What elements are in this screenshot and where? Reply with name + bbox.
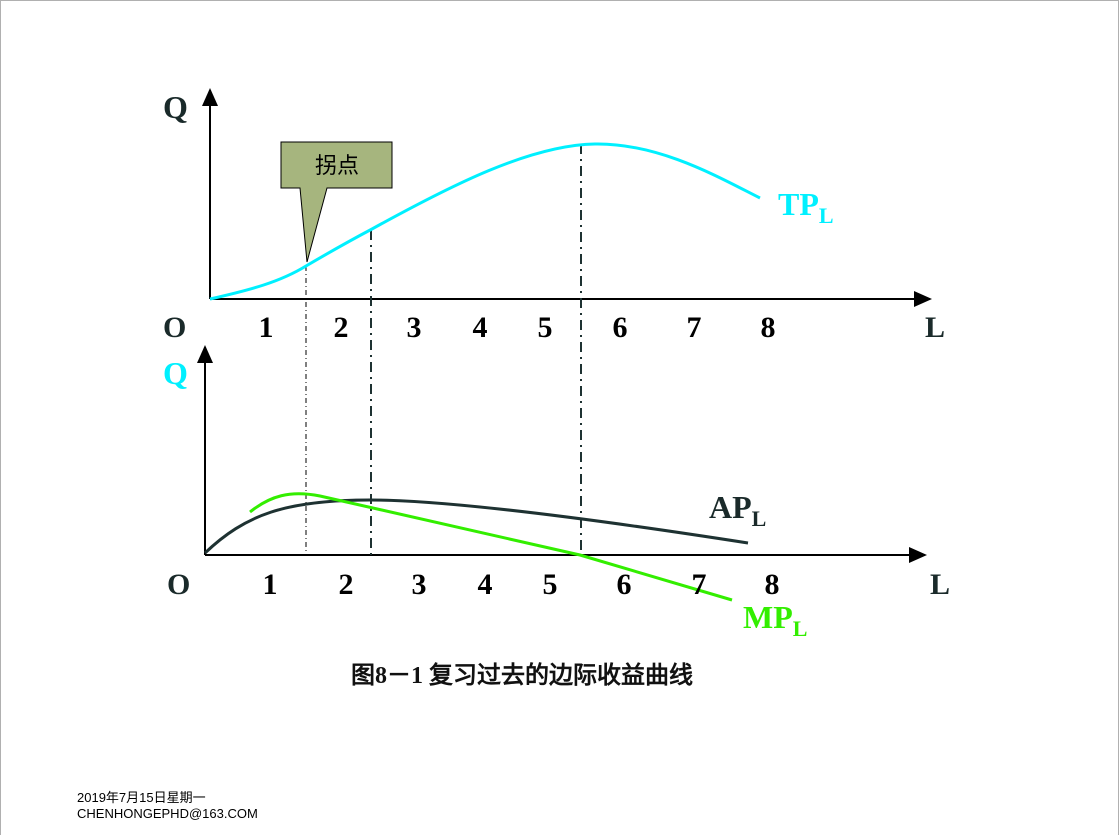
mp-curve <box>249 492 733 602</box>
footer-email: CHENHONGEPHD@163.COM <box>77 806 258 821</box>
x-tick-label: 8 <box>761 311 776 344</box>
x-tick-label: 8 <box>765 568 780 601</box>
x-tick-label: 3 <box>407 311 422 344</box>
figure-caption: 图8－1 复习过去的边际收益曲线 <box>351 661 693 689</box>
x-tick-label: 7 <box>692 568 707 601</box>
x-tick-label: 4 <box>478 568 493 601</box>
top-x-label: L <box>925 311 945 344</box>
inflection-callout-text: 拐点 <box>315 154 359 179</box>
footer: 2019年7月15日星期一 CHENHONGEPHD@163.COM <box>77 790 258 822</box>
x-tick-label: 7 <box>687 311 702 344</box>
bottom-origin-label: O <box>167 568 190 601</box>
x-tick-label: 2 <box>334 311 349 344</box>
x-tick-label: 1 <box>263 568 278 601</box>
x-tick-label: 6 <box>613 311 628 344</box>
tp-label: TPL <box>778 186 834 228</box>
mp-label: MPL <box>743 599 807 641</box>
top-origin-label: O <box>163 311 186 344</box>
x-tick-label: 4 <box>473 311 488 344</box>
x-tick-label: 1 <box>259 311 274 344</box>
x-tick-label: 2 <box>339 568 354 601</box>
bottom-x-label: L <box>930 568 950 601</box>
x-tick-label: 3 <box>412 568 427 601</box>
bottom-y-label: Q <box>163 355 188 391</box>
x-tick-label: 5 <box>538 311 553 344</box>
x-tick-label: 5 <box>543 568 558 601</box>
inflection-callout <box>280 141 393 263</box>
ap-curve <box>203 498 749 555</box>
x-tick-label: 6 <box>617 568 632 601</box>
footer-date: 2019年7月15日星期一 <box>77 790 206 805</box>
ap-label: APL <box>709 489 766 531</box>
top-y-label: Q <box>163 89 188 125</box>
tp-curve <box>209 142 761 301</box>
